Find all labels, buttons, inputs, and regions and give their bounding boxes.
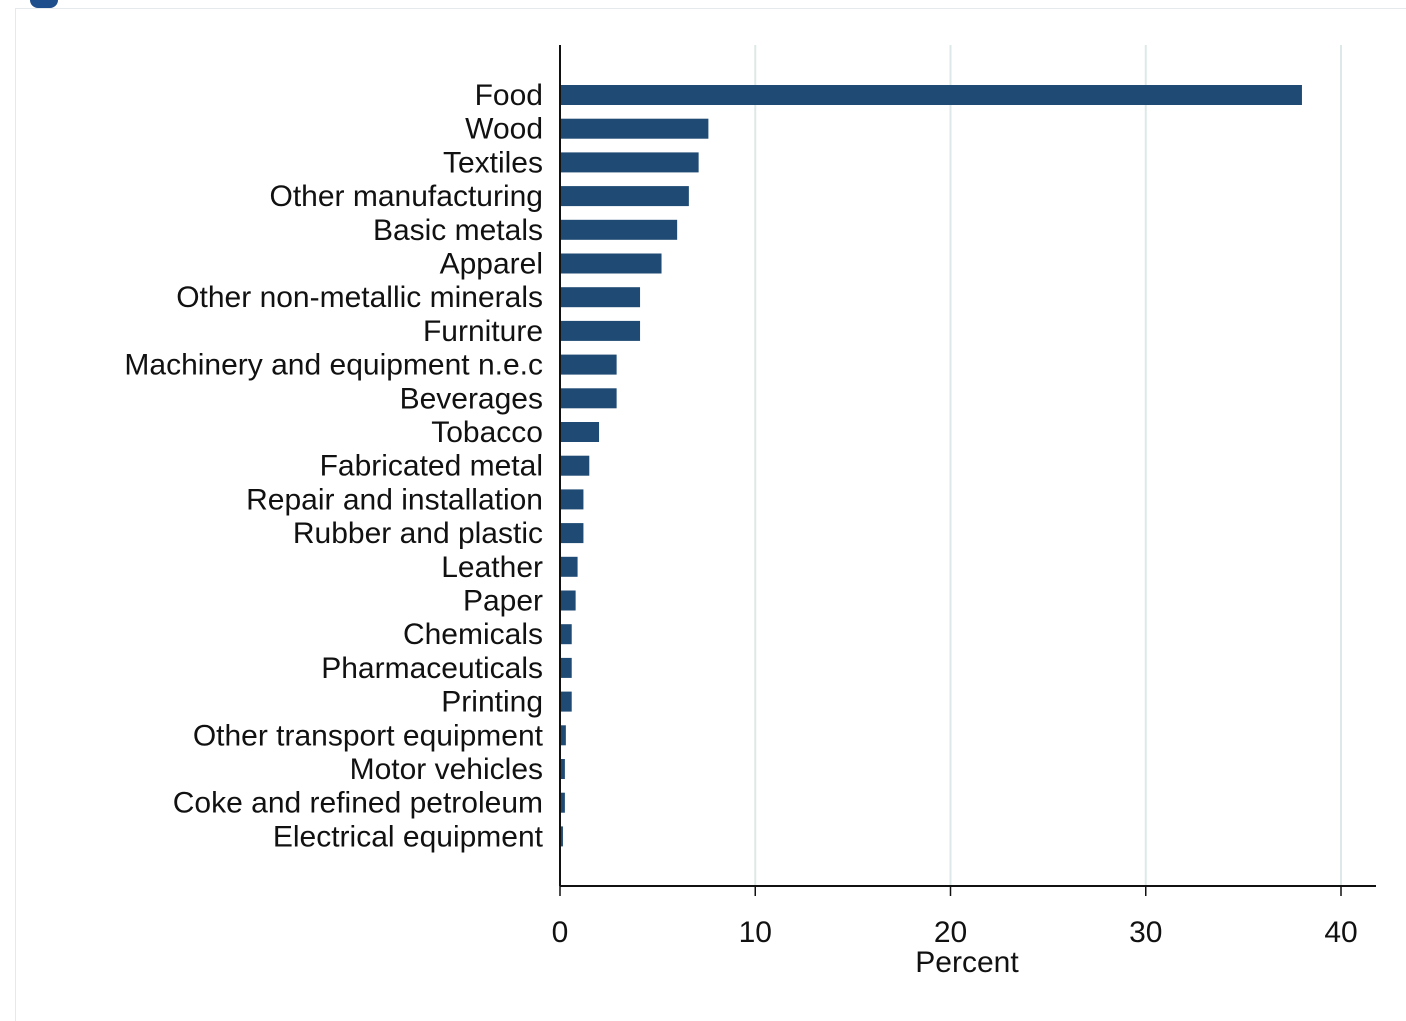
category-label: Basic metals [373, 214, 543, 247]
category-label: Rubber and plastic [293, 517, 543, 550]
x-ticks: 0 10 20 30 40 [552, 886, 1358, 949]
bar [560, 320, 641, 341]
bar [560, 287, 641, 308]
category-label: Other manufacturing [270, 180, 543, 213]
bars [560, 85, 1302, 847]
bar [560, 792, 565, 813]
category-label: Machinery and equipment n.e.c [124, 349, 543, 382]
bar [560, 759, 565, 779]
category-label: Apparel [440, 248, 543, 281]
bar [560, 489, 584, 510]
category-label: Other non-metallic minerals [176, 281, 543, 314]
category-label: Pharmaceuticals [321, 652, 543, 685]
bar [560, 556, 578, 577]
category-label: Printing [441, 686, 543, 719]
bar [560, 118, 709, 139]
bar [560, 691, 572, 712]
grid-lines [754, 45, 1342, 886]
bar [560, 253, 662, 274]
axes [559, 45, 1376, 887]
bar [560, 624, 572, 645]
bar [560, 590, 576, 611]
category-label: Motor vehicles [350, 753, 543, 786]
bar [560, 85, 1302, 105]
bar [560, 354, 617, 375]
category-label: Textiles [443, 146, 543, 179]
x-tick-label: 30 [1129, 916, 1162, 949]
category-label: Furniture [423, 315, 543, 348]
category-label: Chemicals [403, 618, 543, 651]
category-label: Coke and refined petroleum [173, 787, 543, 820]
x-tick-label: 0 [552, 916, 569, 949]
bar [560, 422, 600, 442]
category-label: Tobacco [431, 416, 543, 449]
bar [560, 186, 689, 207]
category-label: Beverages [400, 382, 543, 415]
chart-frame [15, 8, 1406, 1021]
bar [560, 388, 617, 409]
category-label: Fabricated metal [320, 450, 543, 483]
x-tick-label: 10 [739, 916, 772, 949]
bar [560, 219, 678, 240]
category-label: Paper [463, 585, 543, 618]
bar [560, 826, 563, 847]
bar [560, 152, 699, 173]
category-label: Wood [465, 113, 543, 146]
x-tick-label: 40 [1324, 916, 1357, 949]
category-label: Repair and installation [246, 483, 543, 516]
category-label: Other transport equipment [193, 719, 544, 752]
category-label: Electrical equipment [273, 820, 544, 853]
bar [560, 523, 584, 544]
x-axis-title: Percent [915, 946, 1019, 979]
corner-decoration [30, 0, 58, 8]
category-label: Leather [441, 551, 543, 584]
x-tick-label: 20 [934, 916, 967, 949]
category-label: Food [475, 79, 543, 112]
bar [560, 455, 590, 476]
bar [560, 725, 566, 746]
bar [560, 657, 572, 678]
